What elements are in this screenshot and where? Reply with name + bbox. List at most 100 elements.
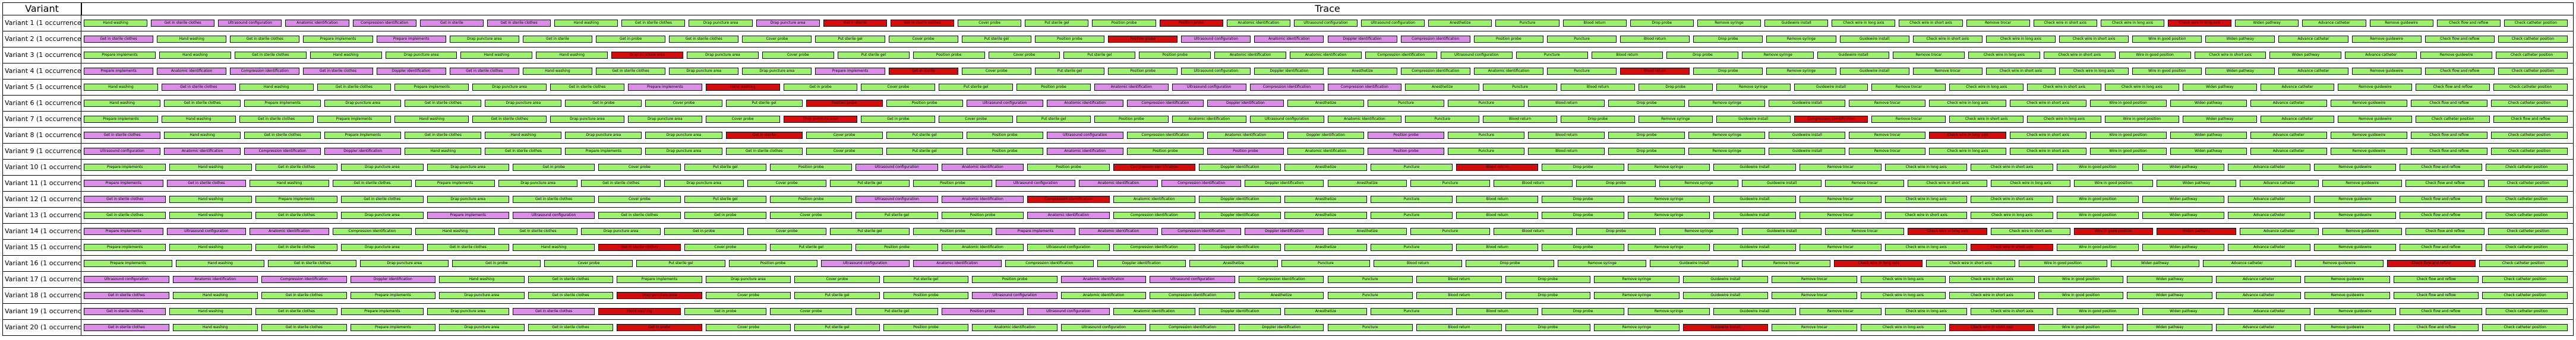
trace-event-chip[interactable]: Remove trocar xyxy=(1871,116,1946,123)
trace-event-chip[interactable]: Position probe xyxy=(770,164,853,171)
trace-event-chip[interactable]: Anatomic identification xyxy=(285,20,349,27)
trace-event-chip[interactable]: Blood return xyxy=(1562,20,1627,27)
variant-row[interactable]: Variant 7 (1 occurrence) Prepare implemen… xyxy=(2,112,2574,128)
trace-event-chip[interactable]: Prepare implements xyxy=(84,52,156,59)
trace-event-chip[interactable]: Position probe xyxy=(883,324,969,331)
trace-event-chip[interactable]: Remove guidewire xyxy=(2369,20,2433,27)
trace-event-chip[interactable]: Blood return xyxy=(1561,84,1635,91)
trace-event-chip[interactable]: Guidewire install xyxy=(1769,148,1846,155)
trace-event-chip[interactable]: Drap puncture area xyxy=(664,180,744,187)
trace-event-chip[interactable]: Get in sterile xyxy=(725,132,803,139)
trace-event-chip[interactable]: Remove trocar xyxy=(1912,68,1982,75)
trace-event-chip[interactable]: Guidewire install xyxy=(1769,132,1846,139)
trace-event-chip[interactable]: Get in sterile clothes xyxy=(244,132,321,139)
trace-event-chip[interactable]: Doppler identification xyxy=(1287,132,1365,139)
trace-event-chip[interactable]: Puncture xyxy=(1448,100,1525,107)
trace-event-chip[interactable]: Get in sterile clothes xyxy=(84,196,166,203)
trace-event-chip[interactable]: Ultrasound configuration xyxy=(1027,308,1110,315)
trace-event-chip[interactable]: Put sterile gel xyxy=(794,324,880,331)
trace-event-chip[interactable]: Drap puncture area xyxy=(689,20,753,27)
trace-event-chip[interactable]: Anatomic identification xyxy=(1060,276,1147,283)
trace-event-chip[interactable]: Put sterile gel xyxy=(1016,116,1091,123)
trace-event-chip[interactable]: Ultrasound configuration xyxy=(972,292,1057,299)
trace-event-chip[interactable]: Remove syringe xyxy=(1627,244,1710,251)
trace-event-chip[interactable]: Drap puncture area xyxy=(705,276,791,283)
trace-event-chip[interactable]: Blood return xyxy=(1456,212,1539,219)
trace-event-chip[interactable]: Hand washing xyxy=(176,260,265,267)
trace-event-chip[interactable]: Check flow and reflow xyxy=(2410,132,2487,139)
trace-event-chip[interactable]: Check wire in long axis xyxy=(1929,148,2006,155)
variant-row[interactable]: Variant 16 (1 occurrence) Prepare impleme… xyxy=(2,256,2574,272)
trace-event-chip[interactable]: Compression identification xyxy=(1400,36,1470,43)
trace-event-chip[interactable]: Check flow and reflow xyxy=(2425,36,2495,43)
trace-event-chip[interactable]: Blood return xyxy=(1456,308,1539,315)
trace-event-chip[interactable]: Cover probe xyxy=(806,148,883,155)
trace-event-chip[interactable]: Hand washing xyxy=(460,52,533,59)
trace-event-chip[interactable]: Compression identification xyxy=(1126,100,1204,107)
trace-event-chip[interactable]: Prepare implements xyxy=(617,276,702,283)
trace-event-chip[interactable]: Get in sterile xyxy=(419,20,484,27)
trace-event-chip[interactable]: Drop probe xyxy=(1542,196,1624,203)
trace-event-chip[interactable]: Get in sterile clothes xyxy=(239,116,314,123)
trace-event-chip[interactable]: Cover probe xyxy=(961,68,1031,75)
trace-event-chip[interactable]: Anatomic identification xyxy=(1327,116,1402,123)
trace-event-chip[interactable]: Get in sterile clothes xyxy=(405,100,482,107)
trace-event-chip[interactable]: Puncture xyxy=(1327,292,1413,299)
trace-event-chip[interactable]: Get in probe xyxy=(861,116,936,123)
trace-event-chip[interactable]: Guidewire install xyxy=(1742,228,1821,235)
trace-event-chip[interactable]: Check catheter position xyxy=(2490,148,2568,155)
trace-event-chip[interactable]: Get in probe xyxy=(684,212,767,219)
trace-event-chip[interactable]: Puncture xyxy=(1370,244,1453,251)
trace-event-chip[interactable]: Hand washing xyxy=(172,292,258,299)
trace-event-chip[interactable]: Puncture xyxy=(1483,84,1558,91)
trace-event-chip[interactable]: Position probe xyxy=(972,276,1057,283)
trace-event-chip[interactable]: Get in sterile clothes xyxy=(164,100,241,107)
trace-event-chip[interactable]: Anatomic identification xyxy=(157,68,227,75)
trace-event-chip[interactable]: Cover probe xyxy=(762,52,834,59)
trace-event-chip[interactable]: Remove trocar xyxy=(1799,244,1882,251)
trace-event-chip[interactable]: Drop probe xyxy=(1638,84,1713,91)
trace-event-chip[interactable]: Compression identification xyxy=(1794,116,1868,123)
trace-event-chip[interactable]: Prepare implements xyxy=(84,116,158,123)
trace-event-chip[interactable]: Position probe xyxy=(941,308,1024,315)
trace-event-chip[interactable]: Advance catheter xyxy=(2260,116,2335,123)
trace-event-chip[interactable]: Cover probe xyxy=(888,36,958,43)
trace-event-chip[interactable]: Check wire in short axis xyxy=(1971,196,2053,203)
trace-event-chip[interactable]: Prepare implements xyxy=(324,132,402,139)
trace-event-chip[interactable]: Hand washing xyxy=(169,244,252,251)
trace-event-chip[interactable]: Remove trocar xyxy=(1799,164,1882,171)
trace-event-chip[interactable]: Hand washing xyxy=(84,20,148,27)
trace-event-chip[interactable]: Check wire in short axis xyxy=(2194,52,2266,59)
trace-event-chip[interactable]: Compression identification xyxy=(1113,212,1195,219)
variant-row[interactable]: Variant 11 (1 occurrence) Prepare impleme… xyxy=(2,176,2574,192)
trace-event-chip[interactable]: Prepare implements xyxy=(303,36,373,43)
trace-event-chip[interactable]: Check catheter position xyxy=(2488,228,2568,235)
trace-event-chip[interactable]: Blood return xyxy=(1493,180,1573,187)
trace-event-chip[interactable]: Check flow and reflow xyxy=(2410,100,2487,107)
trace-event-chip[interactable]: Wire in good position xyxy=(2089,100,2167,107)
trace-event-chip[interactable]: Ultrasound configuration xyxy=(84,148,161,155)
trace-event-chip[interactable]: Check wire in short axis xyxy=(1949,292,2035,299)
trace-event-chip[interactable]: Wire in good position xyxy=(2073,180,2154,187)
trace-event-chip[interactable]: Puncture xyxy=(1327,324,1413,331)
trace-event-chip[interactable]: Hand washing xyxy=(536,52,608,59)
trace-event-chip[interactable]: Drap puncture area xyxy=(427,164,509,171)
trace-event-chip[interactable]: Check flow and reflow xyxy=(2400,164,2482,171)
trace-event-chip[interactable]: Advance catheter xyxy=(2278,68,2348,75)
trace-event-chip[interactable]: Drap puncture area xyxy=(324,100,402,107)
trace-event-chip[interactable]: Drap puncture area xyxy=(341,244,424,251)
trace-event-chip[interactable]: Check wire in long axis xyxy=(1884,164,1968,171)
trace-event-chip[interactable]: Anesthetize xyxy=(1327,68,1397,75)
trace-event-chip[interactable]: Remove syringe xyxy=(1659,180,1739,187)
trace-event-chip[interactable]: Widen pathway xyxy=(2170,132,2247,139)
trace-event-chip[interactable]: Anatomic identification xyxy=(1046,148,1123,155)
trace-event-chip[interactable]: Compression identification xyxy=(1238,276,1324,283)
trace-event-chip[interactable]: Get in sterile clothes xyxy=(487,20,551,27)
trace-event-chip[interactable]: Check catheter position xyxy=(2485,308,2568,315)
trace-event-chip[interactable]: Ultrasound configuration xyxy=(966,100,1043,107)
trace-event-chip[interactable]: Drop probe xyxy=(1505,292,1591,299)
trace-event-chip[interactable]: Get in sterile clothes xyxy=(234,52,307,59)
trace-event-chip[interactable]: Remove guidewire xyxy=(2313,212,2397,219)
trace-event-chip[interactable]: Drap puncture area xyxy=(742,68,812,75)
trace-event-chip[interactable]: Anatomic identification xyxy=(1287,148,1365,155)
